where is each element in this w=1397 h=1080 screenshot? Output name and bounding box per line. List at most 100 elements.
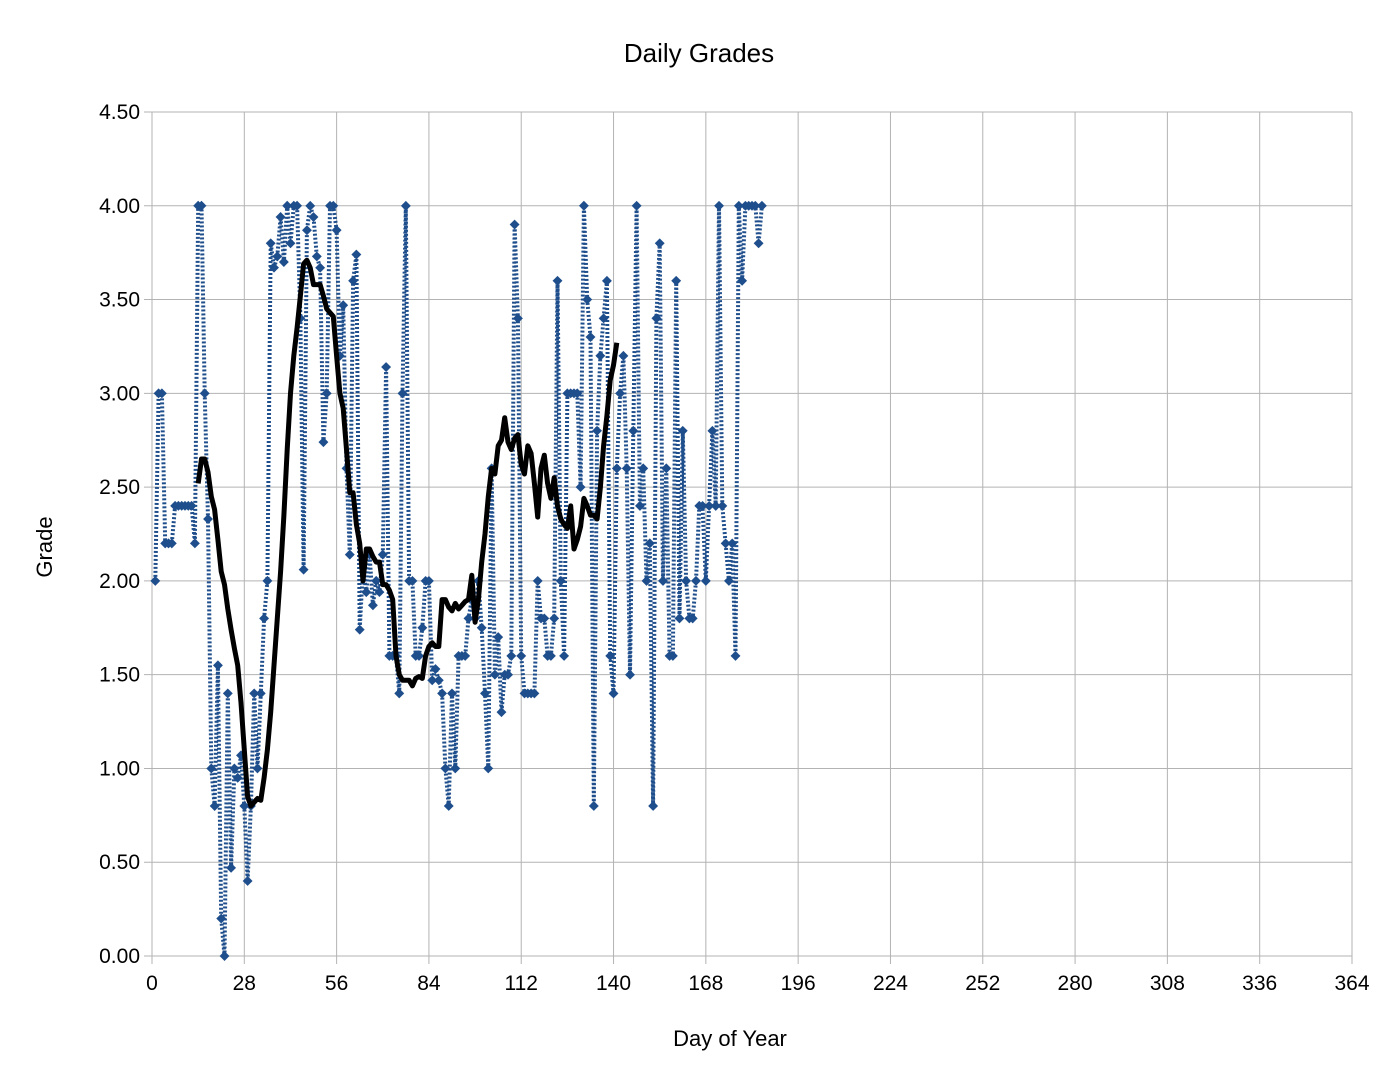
daily-grade-point: [595, 350, 606, 361]
x-tick-label: 168: [688, 972, 723, 995]
daily-grade-point: [351, 249, 362, 260]
daily-grade-point: [730, 650, 741, 661]
daily-grade-point: [539, 613, 550, 624]
daily-grade-point: [727, 538, 738, 549]
daily-grade-point: [634, 500, 645, 511]
daily-grade-point: [219, 951, 230, 961]
daily-grade-point: [605, 650, 616, 661]
daily-grade-point: [203, 514, 213, 524]
daily-grade-point: [463, 613, 474, 624]
x-tick-label: 0: [146, 972, 158, 995]
daily-grade-point: [407, 575, 418, 586]
daily-grade-point: [321, 388, 332, 399]
daily-grade-point: [618, 350, 629, 361]
daily-grade-point: [489, 669, 500, 680]
daily-grade-point: [447, 688, 457, 699]
y-tick-label: 3.50: [99, 289, 140, 312]
y-tick-label: 0.00: [99, 945, 140, 968]
daily-grade-point: [503, 669, 514, 680]
y-tick-label: 2.00: [99, 570, 140, 593]
daily-grade-point: [529, 688, 540, 699]
y-tick-label: 2.50: [99, 476, 140, 499]
daily-grade-point: [559, 650, 570, 661]
x-tick-label: 28: [233, 972, 256, 995]
daily-grade-point: [483, 763, 494, 774]
x-tick-label: 224: [873, 972, 908, 995]
daily-grade-point: [641, 575, 652, 586]
daily-grade-point: [371, 575, 382, 586]
x-tick-label: 84: [417, 972, 441, 995]
daily-grade-point: [720, 538, 731, 549]
daily-grade-point: [222, 688, 233, 699]
x-tick-label: 196: [781, 972, 816, 995]
daily-grade-point: [677, 425, 688, 436]
daily-grade-point: [212, 660, 223, 671]
daily-grade-point: [374, 587, 385, 598]
daily-grade-point: [443, 801, 454, 811]
daily-grade-point: [417, 622, 428, 633]
daily-grade-point: [621, 463, 632, 474]
daily-grade-point: [575, 482, 586, 493]
daily-grade-point: [737, 275, 748, 286]
daily-grade-point: [298, 564, 309, 575]
daily-grade-point: [674, 613, 685, 624]
daily-grade-point: [710, 500, 721, 511]
daily-grade-point: [394, 688, 405, 699]
daily-grade-point: [209, 801, 220, 811]
daily-grade-point: [433, 675, 444, 686]
daily-grade-point: [592, 425, 602, 436]
daily-grade-point: [311, 251, 322, 262]
daily-grade-point: [644, 538, 655, 549]
daily-grade-point: [302, 225, 312, 236]
x-tick-label: 56: [325, 972, 348, 995]
daily-grade-point: [625, 669, 635, 680]
daily-grade-point: [282, 200, 293, 211]
daily-grade-point: [512, 313, 523, 324]
daily-grade-point: [315, 262, 326, 273]
daily-grade-point: [367, 600, 378, 611]
daily-grade-point: [509, 219, 520, 230]
daily-grade-point: [285, 238, 296, 249]
y-tick-label: 1.00: [99, 757, 140, 780]
daily-grade-point: [681, 575, 692, 586]
daily-grade-point: [582, 294, 593, 305]
chart-title: Daily Grades: [624, 38, 774, 68]
daily-grade-point: [318, 437, 329, 448]
daily-grade-point: [717, 500, 728, 511]
daily-grade-point: [361, 587, 372, 598]
daily-grade-point: [611, 463, 622, 474]
daily-grade-point: [654, 238, 665, 249]
daily-grade-point: [430, 664, 441, 674]
daily-grade-point: [714, 200, 724, 211]
y-tick-label: 0.50: [99, 851, 140, 874]
daily-grade-point: [269, 262, 279, 273]
x-tick-label: 252: [965, 972, 1000, 995]
daily-grade-point: [516, 650, 527, 661]
daily-grade-point: [697, 500, 708, 511]
x-tick-label: 280: [1058, 972, 1093, 995]
daily-grade-point: [427, 675, 438, 686]
daily-grade-point: [480, 688, 490, 699]
daily-grade-point: [552, 275, 563, 286]
daily-grade-point: [338, 300, 349, 311]
daily-grade-point: [651, 313, 662, 324]
daily-grade-point: [354, 624, 365, 635]
daily-grade-point: [460, 650, 471, 661]
y-tick-label: 3.00: [99, 382, 140, 405]
x-tick-label: 364: [1334, 972, 1369, 995]
daily-grade-point: [249, 688, 260, 699]
daily-grade-point: [150, 575, 161, 586]
x-tick-label: 140: [596, 972, 631, 995]
y-tick-label: 1.50: [99, 664, 140, 687]
daily-grade-point: [348, 275, 359, 286]
daily-grade-point: [216, 913, 227, 924]
daily-grade-point: [545, 650, 556, 661]
daily-grade-point: [598, 313, 609, 324]
daily-grade-point: [262, 575, 273, 586]
daily-grade-point: [331, 225, 342, 236]
y-axis-ticks: 0.00 0.50 1.00 1.50 2.00 2.50 3.00 3.50 4.00 4.50: [99, 101, 140, 968]
daily-grade-point: [707, 425, 718, 436]
daily-grade-point: [661, 463, 672, 474]
daily-grade-point: [305, 200, 316, 211]
